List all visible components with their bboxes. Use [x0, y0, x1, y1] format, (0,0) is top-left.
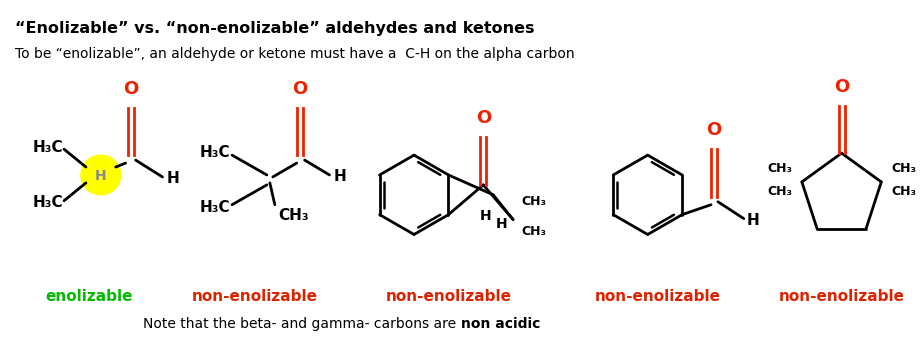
Text: non acidic: non acidic — [461, 317, 541, 331]
Text: H: H — [495, 216, 507, 231]
Text: H: H — [95, 169, 106, 183]
Text: O: O — [123, 80, 139, 97]
Text: H₃C: H₃C — [200, 200, 230, 215]
Text: CH₃: CH₃ — [521, 225, 546, 238]
Text: non-enolizable: non-enolizable — [192, 289, 318, 304]
Text: CH₃: CH₃ — [278, 208, 309, 223]
Text: H₃C: H₃C — [32, 195, 63, 210]
Text: CH₃: CH₃ — [892, 161, 917, 174]
Text: H: H — [480, 209, 491, 223]
Text: O: O — [292, 80, 308, 97]
Text: H: H — [747, 213, 760, 228]
Text: non-enolizable: non-enolizable — [386, 289, 512, 304]
Circle shape — [81, 155, 121, 195]
Text: non-enolizable: non-enolizable — [779, 289, 905, 304]
Text: H₃C: H₃C — [32, 140, 63, 155]
Text: H: H — [166, 171, 179, 186]
Text: enolizable: enolizable — [45, 289, 133, 304]
Text: CH₃: CH₃ — [892, 185, 917, 198]
Text: non-enolizable: non-enolizable — [595, 289, 721, 304]
Text: To be “enolizable”, an aldehyde or ketone must have a  C-H on the alpha carbon: To be “enolizable”, an aldehyde or keton… — [16, 47, 575, 61]
Text: CH₃: CH₃ — [767, 161, 792, 174]
Text: O: O — [706, 121, 722, 139]
Text: CH₃: CH₃ — [521, 195, 546, 208]
Text: CH₃: CH₃ — [767, 185, 792, 198]
Text: O: O — [834, 78, 849, 96]
Text: Note that the beta- and gamma- carbons are: Note that the beta- and gamma- carbons a… — [143, 317, 461, 331]
Text: H₃C: H₃C — [200, 145, 230, 160]
Text: O: O — [476, 109, 491, 127]
Text: “Enolizable” vs. “non-enolizable” aldehydes and ketones: “Enolizable” vs. “non-enolizable” aldehy… — [16, 21, 535, 36]
Text: H: H — [334, 169, 346, 184]
